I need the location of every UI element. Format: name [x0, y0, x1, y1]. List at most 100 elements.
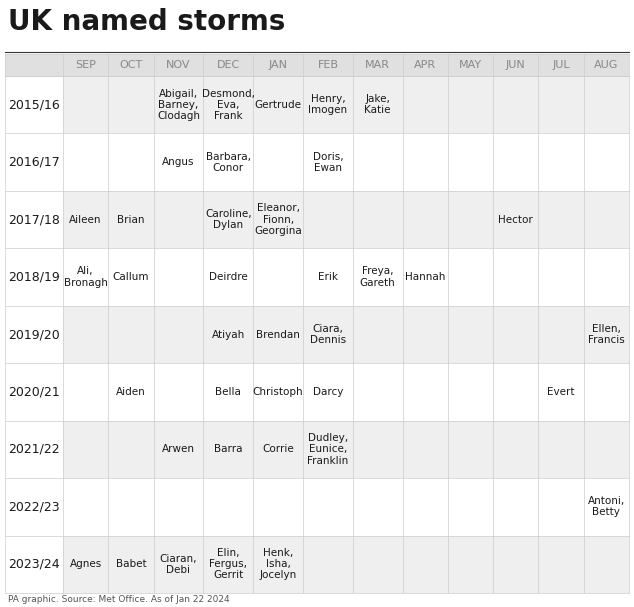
Bar: [303, 54, 353, 76]
Text: Atiyah: Atiyah: [212, 330, 245, 339]
Bar: [108, 478, 153, 535]
Bar: [403, 191, 448, 248]
Bar: [5, 134, 63, 191]
Text: NOV: NOV: [166, 60, 191, 70]
Text: Dudley,
Eunice,
Franklin: Dudley, Eunice, Franklin: [307, 433, 349, 466]
Bar: [538, 54, 584, 76]
Bar: [448, 478, 493, 535]
Bar: [303, 248, 353, 306]
Bar: [353, 535, 403, 593]
Text: 2016/17: 2016/17: [8, 155, 60, 169]
Bar: [584, 421, 629, 478]
Text: Barra: Barra: [214, 444, 243, 455]
Bar: [584, 248, 629, 306]
Bar: [63, 134, 108, 191]
Bar: [5, 535, 63, 593]
Text: Angus: Angus: [162, 157, 195, 167]
Text: Aiden: Aiden: [116, 387, 146, 397]
Bar: [204, 54, 253, 76]
Bar: [353, 421, 403, 478]
Bar: [253, 248, 303, 306]
Bar: [493, 363, 538, 421]
Bar: [493, 248, 538, 306]
Bar: [353, 248, 403, 306]
Bar: [584, 306, 629, 363]
Bar: [353, 54, 403, 76]
Text: Abigail,
Barney,
Clodagh: Abigail, Barney, Clodagh: [157, 89, 200, 121]
Text: 2022/23: 2022/23: [8, 500, 60, 514]
Bar: [403, 54, 448, 76]
Bar: [153, 421, 204, 478]
Bar: [538, 306, 584, 363]
Text: Desmond,
Eva,
Frank: Desmond, Eva, Frank: [202, 89, 255, 121]
Bar: [5, 76, 63, 134]
Text: Doris,
Ewan: Doris, Ewan: [313, 152, 343, 173]
Bar: [204, 478, 253, 535]
Bar: [448, 134, 493, 191]
Text: Evert: Evert: [547, 387, 575, 397]
Bar: [353, 76, 403, 134]
Text: AUG: AUG: [594, 60, 619, 70]
Bar: [303, 363, 353, 421]
Bar: [538, 421, 584, 478]
Bar: [448, 363, 493, 421]
Text: Henk,
Isha,
Jocelyn: Henk, Isha, Jocelyn: [259, 548, 297, 580]
Text: Elin,
Fergus,
Gerrit: Elin, Fergus, Gerrit: [209, 548, 247, 580]
Bar: [63, 306, 108, 363]
Bar: [448, 248, 493, 306]
Bar: [153, 134, 204, 191]
Text: Corrie: Corrie: [262, 444, 294, 455]
Bar: [153, 54, 204, 76]
Bar: [403, 76, 448, 134]
Text: Jake,
Katie: Jake, Katie: [365, 94, 391, 115]
Bar: [403, 306, 448, 363]
Bar: [108, 306, 153, 363]
Bar: [403, 421, 448, 478]
Text: 2020/21: 2020/21: [8, 385, 60, 398]
Bar: [153, 248, 204, 306]
Text: APR: APR: [414, 60, 436, 70]
Bar: [448, 421, 493, 478]
Bar: [538, 363, 584, 421]
Bar: [353, 478, 403, 535]
Bar: [63, 478, 108, 535]
Bar: [5, 421, 63, 478]
Bar: [538, 478, 584, 535]
Bar: [493, 478, 538, 535]
Bar: [108, 191, 153, 248]
Bar: [253, 478, 303, 535]
Bar: [5, 191, 63, 248]
Bar: [204, 363, 253, 421]
Text: 2019/20: 2019/20: [8, 328, 60, 341]
Text: Henry,
Imogen: Henry, Imogen: [308, 94, 347, 115]
Text: OCT: OCT: [119, 60, 143, 70]
Bar: [108, 134, 153, 191]
Bar: [253, 363, 303, 421]
Text: Erik: Erik: [318, 272, 338, 282]
Text: Ciaran,
Debi: Ciaran, Debi: [160, 554, 197, 575]
Bar: [153, 76, 204, 134]
Bar: [204, 191, 253, 248]
Bar: [403, 478, 448, 535]
Bar: [303, 478, 353, 535]
Text: MAR: MAR: [365, 60, 390, 70]
Bar: [108, 363, 153, 421]
Bar: [63, 535, 108, 593]
Bar: [253, 191, 303, 248]
Text: DEC: DEC: [217, 60, 240, 70]
Bar: [5, 248, 63, 306]
Bar: [353, 363, 403, 421]
Text: JAN: JAN: [269, 60, 288, 70]
Bar: [204, 535, 253, 593]
Text: JUN: JUN: [506, 60, 526, 70]
Text: Eleanor,
Fionn,
Georgina: Eleanor, Fionn, Georgina: [254, 203, 302, 236]
Bar: [303, 134, 353, 191]
Bar: [538, 191, 584, 248]
Bar: [538, 248, 584, 306]
Text: Caroline,
Dylan: Caroline, Dylan: [205, 209, 252, 230]
Bar: [493, 76, 538, 134]
Text: Bella: Bella: [216, 387, 241, 397]
Text: SEP: SEP: [75, 60, 96, 70]
Text: 2021/22: 2021/22: [8, 443, 60, 456]
Text: FEB: FEB: [318, 60, 339, 70]
